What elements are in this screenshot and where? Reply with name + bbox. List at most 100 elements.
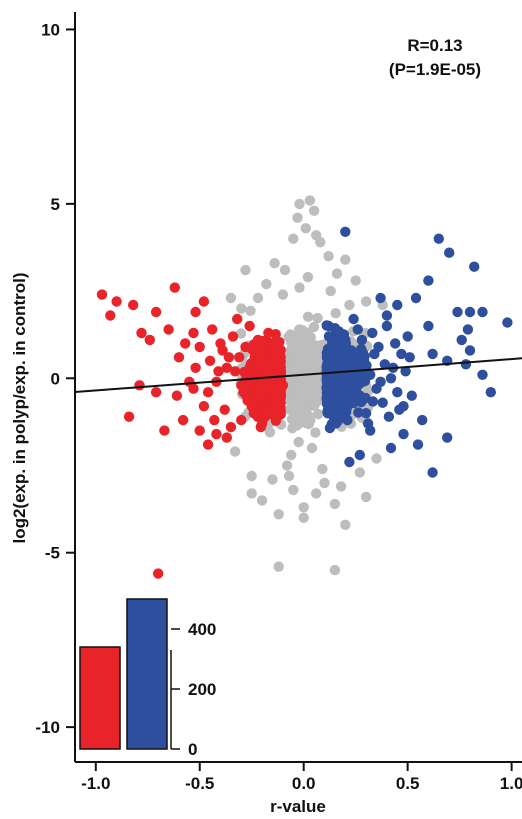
x-tick-label: 0.5: [396, 774, 420, 793]
data-point: [340, 226, 351, 237]
data-point: [353, 407, 364, 418]
data-point: [194, 341, 205, 353]
data-point: [240, 341, 251, 353]
data-point: [298, 502, 309, 513]
data-point: [335, 390, 347, 401]
data-point: [427, 467, 438, 478]
data-point: [325, 285, 336, 297]
data-point: [163, 324, 174, 335]
data-point: [298, 512, 309, 523]
data-point: [377, 397, 388, 408]
data-point: [246, 488, 257, 499]
data-point: [275, 369, 286, 380]
data-point: [264, 427, 276, 438]
data-point: [444, 247, 455, 258]
data-point: [344, 456, 355, 468]
data-point: [256, 348, 268, 360]
data-point: [211, 428, 222, 440]
data-point: [304, 195, 316, 206]
data-point: [340, 519, 351, 530]
data-point: [306, 399, 317, 410]
x-tick-label: -1.0: [81, 774, 110, 793]
data-point: [477, 369, 488, 380]
data-point: [283, 387, 295, 398]
p-value-annotation: (P=1.9E-05): [389, 60, 481, 79]
data-point: [244, 320, 255, 332]
data-point: [293, 436, 304, 448]
data-point: [398, 428, 409, 440]
data-point: [402, 331, 413, 342]
data-point: [365, 369, 376, 380]
data-point: [286, 449, 297, 461]
data-point: [301, 417, 312, 429]
data-point: [308, 205, 320, 216]
data-point: [433, 233, 444, 244]
data-point: [277, 289, 289, 300]
data-point: [136, 327, 147, 339]
data-point: [236, 414, 247, 426]
data-point: [256, 495, 268, 506]
data-point: [198, 296, 210, 307]
data-point: [235, 328, 247, 339]
data-point: [323, 359, 334, 370]
data-point: [310, 427, 321, 438]
data-point: [360, 296, 372, 307]
data-point: [288, 484, 299, 496]
data-point: [188, 327, 199, 339]
data-point: [369, 348, 380, 360]
data-point: [462, 324, 474, 335]
data-point: [150, 387, 162, 398]
data-point: [306, 442, 318, 454]
data-point: [279, 264, 291, 276]
y-tick-label: 10: [41, 20, 60, 39]
data-point: [256, 418, 268, 429]
data-point: [464, 306, 476, 318]
data-point: [202, 439, 214, 450]
data-point: [177, 414, 189, 426]
data-point: [194, 425, 205, 436]
data-point: [332, 416, 343, 427]
data-point: [308, 321, 320, 333]
data-point: [281, 460, 293, 471]
data-point: [383, 411, 395, 422]
data-point: [173, 352, 185, 363]
data-point: [219, 404, 230, 415]
data-point: [223, 352, 235, 363]
data-point: [300, 223, 311, 234]
x-tick-label: -0.5: [185, 774, 214, 793]
data-point: [427, 348, 438, 360]
data-point: [286, 375, 297, 386]
data-point: [362, 418, 374, 429]
data-point: [238, 387, 249, 398]
data-point: [286, 337, 297, 348]
data-point: [423, 320, 434, 332]
inset-bar-positive: [126, 598, 168, 750]
data-point: [313, 408, 324, 420]
data-point: [234, 352, 245, 363]
data-point: [267, 474, 278, 485]
data-point: [358, 355, 370, 366]
data-point: [277, 380, 289, 391]
data-point: [302, 311, 314, 322]
data-point: [123, 411, 135, 422]
data-point: [171, 390, 183, 401]
data-point: [423, 275, 434, 286]
data-point: [213, 366, 224, 377]
data-point: [293, 397, 304, 409]
data-point: [128, 299, 139, 311]
data-point: [354, 467, 365, 478]
data-point: [198, 401, 210, 412]
data-point: [250, 362, 262, 373]
data-point: [348, 313, 359, 325]
data-point: [159, 425, 170, 436]
data-point: [412, 439, 424, 450]
data-point: [342, 414, 353, 426]
data-point: [330, 308, 341, 319]
data-point: [290, 356, 301, 367]
data-point: [335, 382, 346, 393]
inset-bar-chart: 0 200 400: [79, 598, 216, 759]
data-point: [105, 310, 116, 321]
data-point: [327, 383, 338, 394]
data-point: [392, 387, 403, 398]
data-point: [209, 414, 220, 426]
